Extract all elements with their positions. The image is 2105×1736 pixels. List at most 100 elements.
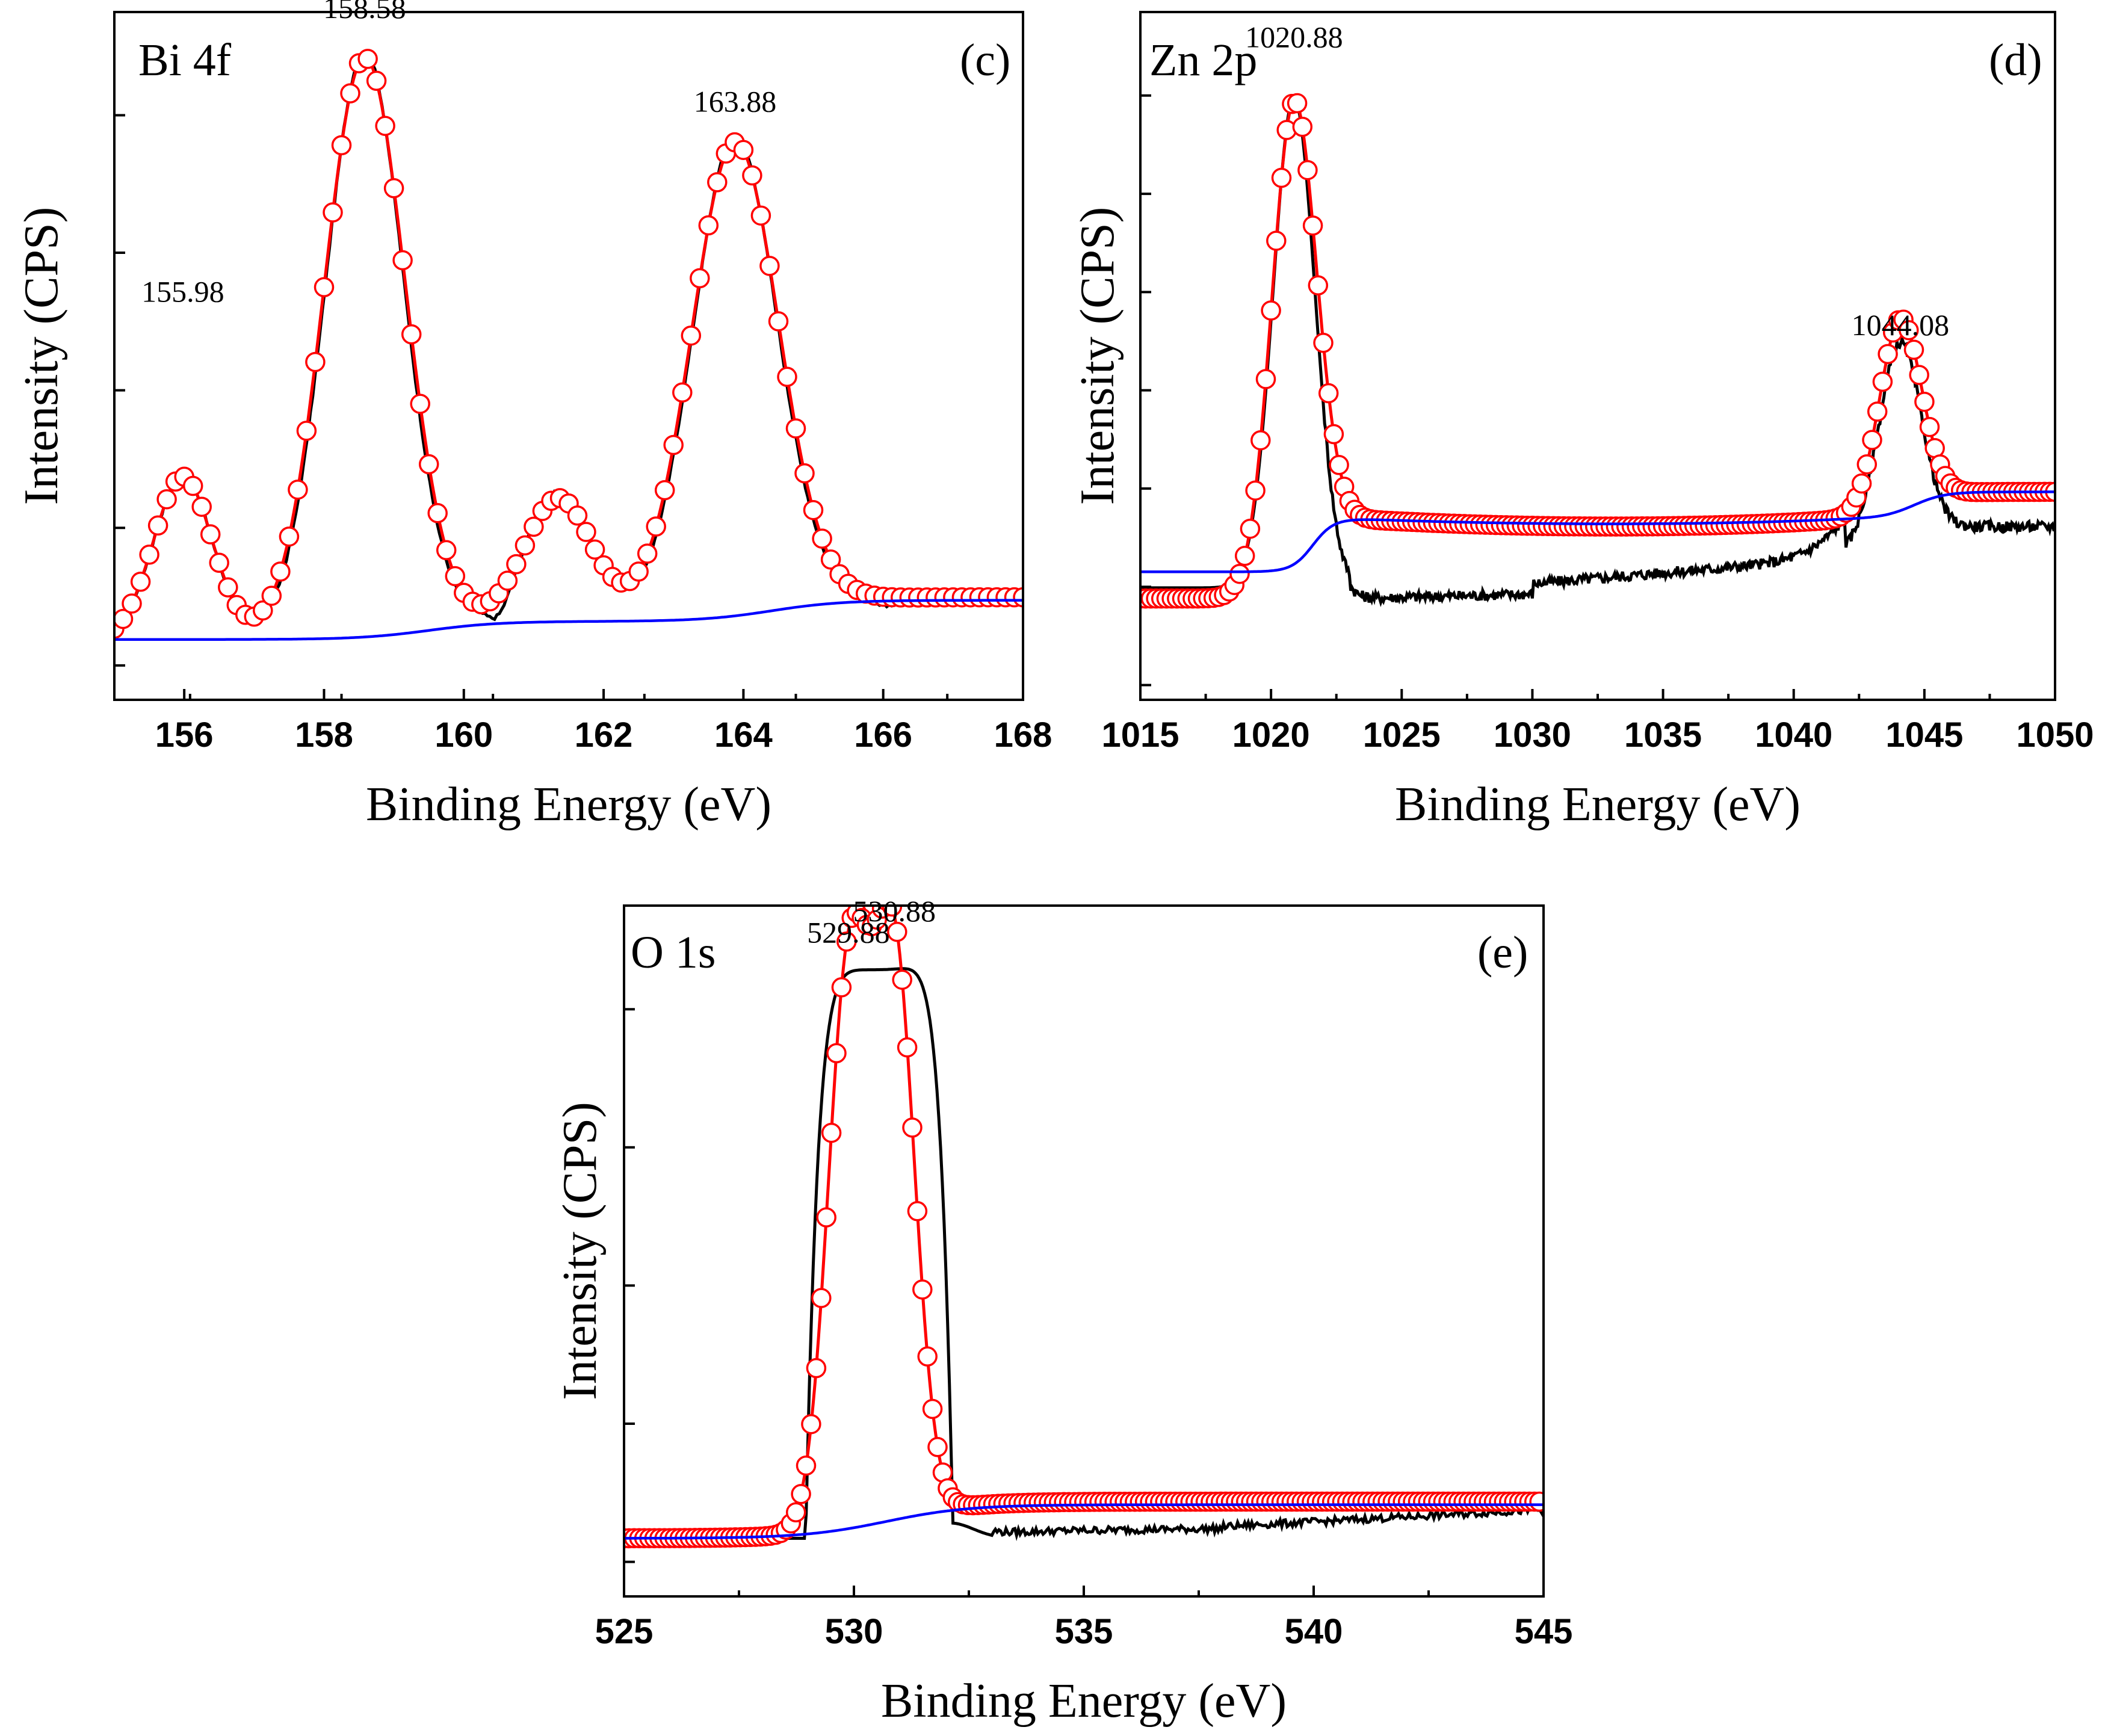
- fit-marker: [777, 366, 797, 388]
- fit-marker: [794, 463, 815, 484]
- fit-marker: [796, 1455, 817, 1476]
- panel-label: (e): [1477, 927, 1528, 978]
- fit-marker: [436, 540, 457, 561]
- fit-marker: [147, 515, 168, 536]
- fit-marker: [357, 49, 378, 69]
- fit-marker: [785, 1502, 806, 1523]
- x-tick-label: 535: [1055, 1612, 1113, 1651]
- fit-marker: [191, 496, 212, 517]
- plot-frame: [113, 11, 1024, 701]
- x-tick-label: 545: [1515, 1612, 1573, 1651]
- panel-title: Bi 4f: [138, 35, 232, 85]
- x-ticks: 525 530 535 540 545: [595, 1586, 1573, 1651]
- fit-marker: [366, 70, 387, 91]
- panel-title: O 1s: [631, 927, 716, 978]
- fit-marker: [1856, 454, 1878, 475]
- x-tick-label: 540: [1285, 1612, 1343, 1651]
- fit-marker: [1867, 401, 1888, 422]
- x-tick-label: 1015: [1101, 715, 1179, 755]
- fit-marker: [1297, 159, 1318, 181]
- x-tick-label: 1020: [1232, 715, 1310, 755]
- fit-marker: [646, 516, 666, 537]
- fit-marker: [1529, 1491, 1544, 1512]
- fit-marker: [576, 522, 596, 542]
- y-ticks: [114, 114, 125, 667]
- fit-markers: [624, 906, 1544, 1549]
- fit-marker: [506, 554, 527, 575]
- fit-marker: [323, 202, 343, 223]
- fit-marker: [733, 140, 754, 160]
- panel-label: (d): [1989, 35, 2042, 85]
- fit-marker: [314, 277, 335, 298]
- fit-marker: [811, 1288, 832, 1308]
- fit-marker: [1313, 333, 1334, 353]
- fit-marker: [821, 1122, 842, 1143]
- fit-marker: [130, 572, 151, 592]
- fit-marker: [1261, 300, 1281, 321]
- fit-marker: [806, 1358, 827, 1379]
- panel-label: (c): [960, 35, 1010, 85]
- x-tick-label: 1035: [1624, 715, 1702, 755]
- fit-marker: [288, 479, 308, 500]
- fit-marker: [1308, 275, 1329, 296]
- fit-marker: [791, 1484, 811, 1504]
- x-tick-label: 1045: [1885, 715, 1963, 755]
- fit-marker: [1903, 339, 1924, 360]
- fit-marker: [663, 434, 684, 456]
- plot-frame: [623, 904, 1545, 1598]
- y-axis-label: Intensity (CPS): [1071, 207, 1124, 505]
- fit-marker: [917, 1346, 938, 1367]
- fit-marker: [1013, 587, 1023, 608]
- fit-marker: [1255, 369, 1276, 389]
- fit-marker: [567, 505, 588, 526]
- fit-marker: [1287, 93, 1308, 114]
- fit-marker: [826, 1043, 847, 1064]
- x-tick-label: 160: [434, 715, 493, 755]
- fit-marker: [270, 561, 291, 582]
- x-tick-label: 156: [155, 715, 214, 755]
- fit-marker: [1862, 430, 1882, 450]
- fit-marker: [742, 165, 762, 186]
- fit-marker: [209, 552, 229, 573]
- x-ticks: 156 158 160 162 164 166 168: [155, 689, 1052, 755]
- fit-marker: [892, 969, 912, 990]
- fit-marker: [1909, 365, 1929, 385]
- x-tick-label: 168: [994, 715, 1052, 755]
- x-axis-label: Binding Energy (eV): [1395, 778, 1801, 831]
- fit-marker: [1851, 473, 1872, 494]
- fit-marker: [820, 549, 841, 570]
- fit-marker: [1292, 117, 1313, 137]
- fit-line: [114, 55, 1023, 630]
- fit-marker: [681, 325, 702, 346]
- fit-marker: [218, 577, 238, 598]
- fit-marker: [122, 593, 142, 614]
- fit-marker: [816, 1207, 836, 1228]
- fit-marker: [907, 1201, 928, 1222]
- panel-o-1s: 525 530 535 540 545 O 1s (e) Binding Energy …: [554, 894, 1573, 1728]
- plot-curves: [1140, 93, 2055, 609]
- peak-label: 1044.08: [1852, 308, 1950, 342]
- fit-marker: [279, 526, 300, 547]
- fit-marker: [759, 256, 780, 276]
- raw-data-line: [624, 967, 1544, 1542]
- fit-marker: [831, 977, 852, 998]
- x-tick-label: 162: [575, 715, 633, 755]
- fit-marker: [1878, 344, 1898, 365]
- fit-marker: [524, 516, 544, 537]
- fit-marker: [902, 1117, 923, 1138]
- fit-marker: [200, 524, 221, 545]
- fit-marker: [1229, 563, 1250, 584]
- fit-marker: [698, 215, 719, 236]
- fit-marker: [392, 250, 413, 271]
- fit-marker: [836, 931, 857, 952]
- fit-marker: [785, 418, 806, 439]
- fit-marker: [803, 499, 824, 520]
- fit-marker: [375, 116, 395, 136]
- peak-labels: 1020.88 1044.08: [1245, 20, 1949, 342]
- peak-label: 155.98: [141, 274, 224, 308]
- fit-marker: [427, 503, 448, 524]
- panel-bi-4f: 156 158 160 162 164 166 168 Bi 4f (c) Binding …: [15, 0, 1052, 831]
- fit-marker: [812, 528, 832, 549]
